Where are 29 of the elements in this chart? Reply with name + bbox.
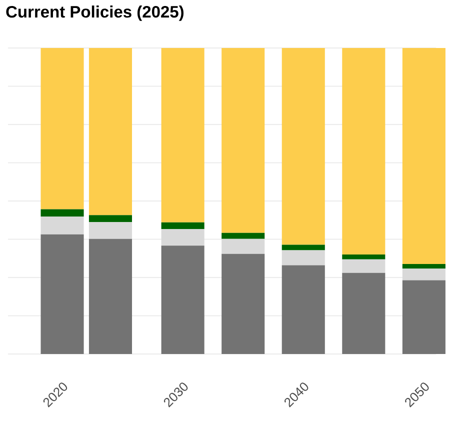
chart-title: Current Policies (2025) (6, 6, 184, 21)
bar (342, 259, 386, 273)
bar (40, 209, 84, 217)
bar (222, 238, 265, 254)
bar (40, 234, 84, 354)
bar (161, 48, 204, 222)
bar (402, 48, 446, 264)
bar (222, 232, 265, 239)
bar (222, 254, 265, 354)
bar (282, 265, 325, 354)
bar (342, 48, 386, 255)
bar (342, 254, 386, 260)
bar (282, 250, 325, 266)
bar (40, 48, 84, 210)
bar (88, 215, 132, 222)
bar (402, 268, 446, 280)
bar (222, 48, 265, 233)
bar (161, 222, 204, 230)
bar (161, 246, 204, 354)
bar (402, 280, 446, 354)
bar (88, 48, 132, 216)
bar (282, 244, 325, 250)
bar (40, 216, 84, 234)
bar (88, 222, 132, 239)
bar (342, 272, 386, 354)
bar (161, 229, 204, 246)
bar (282, 48, 325, 245)
bar (402, 264, 446, 269)
bar (88, 238, 132, 354)
